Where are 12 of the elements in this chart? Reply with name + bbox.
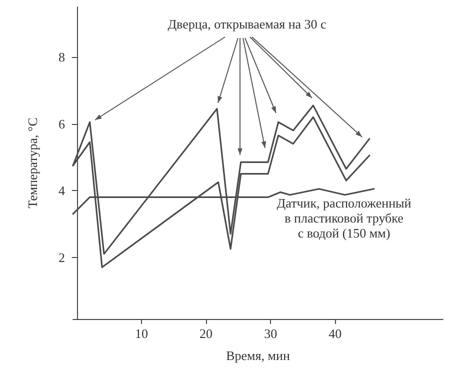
x-tick-label: 30 xyxy=(264,326,278,341)
y-tick-label: 6 xyxy=(58,116,66,132)
annotation: Датчик, расположенный в пластиковой трубке с водой (150 мм) xyxy=(276,196,412,240)
y-tick-label: 2 xyxy=(58,250,65,265)
y-tick-label: 4 xyxy=(58,183,66,198)
x-axis-title: Время, мин xyxy=(226,348,290,363)
annotation: Дверца, открываемая на 30 с xyxy=(168,16,327,32)
y-axis-title: Температура, °C xyxy=(25,118,40,208)
x-tick-label: 20 xyxy=(200,326,213,341)
x-tick-label: 10 xyxy=(134,326,148,341)
y-tick-label: 8 xyxy=(58,50,65,65)
x-tick-label: 40 xyxy=(328,326,342,341)
